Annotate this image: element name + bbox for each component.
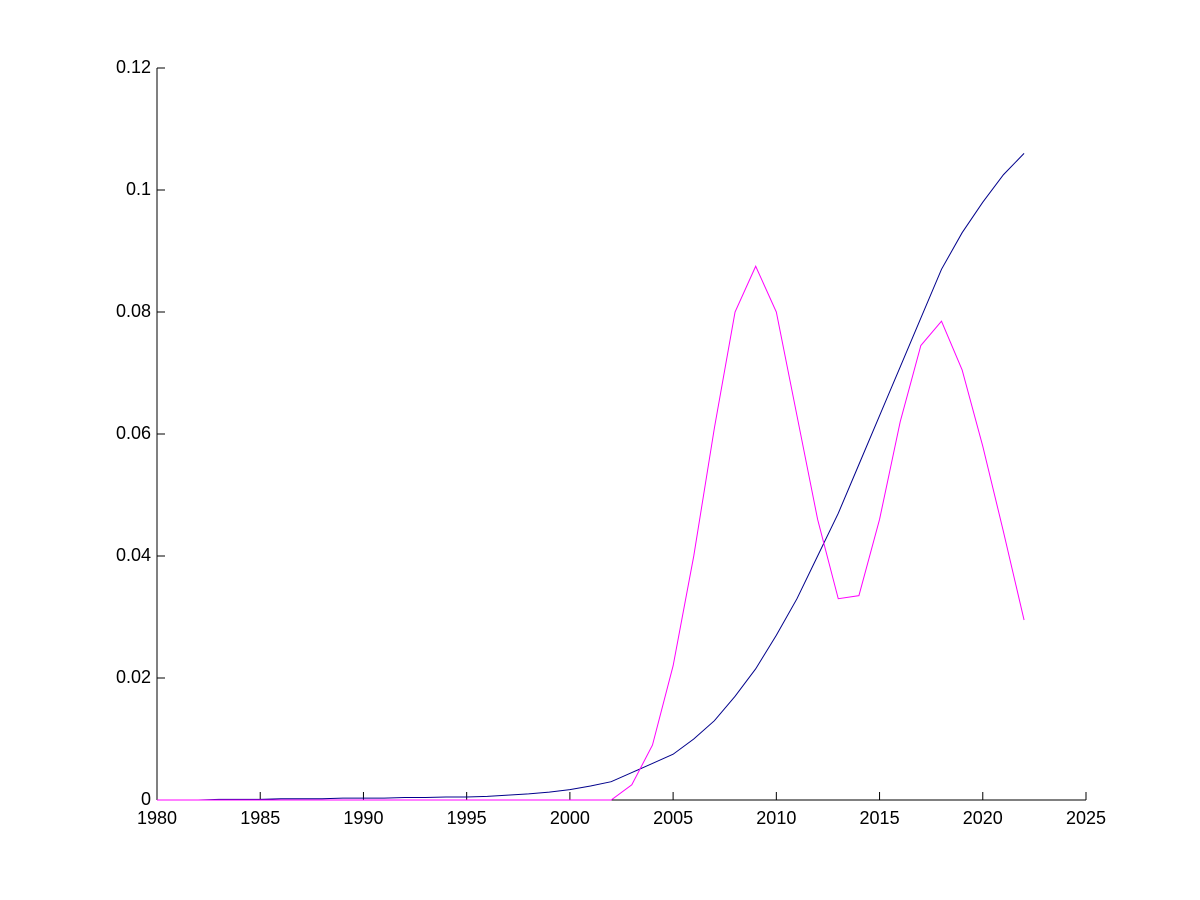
x-tick-label: 2000 [550, 808, 590, 828]
y-tick-label: 0.02 [116, 667, 151, 687]
x-tick-label: 1995 [447, 808, 487, 828]
y-tick-label: 0.04 [116, 545, 151, 565]
y-tick-label: 0.1 [126, 179, 151, 199]
series-line [157, 265, 1025, 801]
x-tick-label: 2025 [1066, 808, 1106, 828]
x-tick-label: 1985 [240, 808, 280, 828]
y-tick-label: 0.06 [116, 423, 151, 443]
y-tick-label: 0.08 [116, 301, 151, 321]
x-tick-label: 1990 [343, 808, 383, 828]
x-tick-label: 2010 [756, 808, 796, 828]
y-tick-label: 0.12 [116, 57, 151, 77]
x-tick-label: 1980 [137, 808, 177, 828]
x-tick-label: 2020 [963, 808, 1003, 828]
series-line [157, 153, 1025, 801]
x-tick-label: 2005 [653, 808, 693, 828]
x-tick-label: 2015 [860, 808, 900, 828]
y-tick-label: 0 [141, 789, 151, 809]
